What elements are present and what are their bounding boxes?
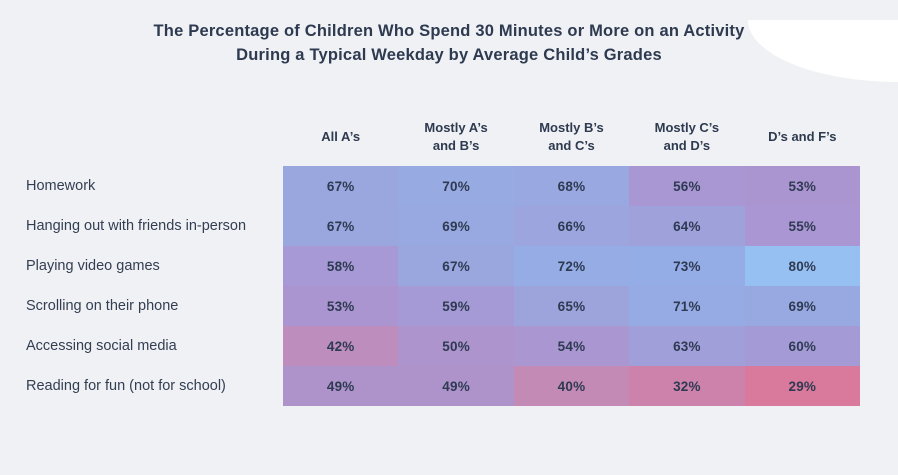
heatmap-cell: 32% xyxy=(629,366,745,406)
column-header: Mostly C’s and D’s xyxy=(654,120,720,153)
column-header: Mostly A’s and B’s xyxy=(424,120,488,153)
heatmap-cell: 49% xyxy=(398,366,514,406)
heatmap-cell: 64% xyxy=(629,206,745,246)
heatmap-cell: 71% xyxy=(629,286,745,326)
heatmap-cell: 54% xyxy=(513,326,630,366)
row-label: Homework xyxy=(26,178,96,194)
heatmap-cell: 60% xyxy=(744,326,860,366)
column-header: All A’s xyxy=(321,129,361,145)
heatmap-cell: 80% xyxy=(744,246,860,286)
heatmap-cell: 70% xyxy=(398,166,514,206)
row-label: Hanging out with friends in-person xyxy=(26,218,247,234)
heatmap-cell: 69% xyxy=(398,206,514,246)
chart-title: The Percentage of Children Who Spend 30 … xyxy=(69,20,829,68)
heatmap-cell: 40% xyxy=(513,366,630,406)
row-label: Scrolling on their phone xyxy=(26,298,179,314)
heatmap-cell: 67% xyxy=(283,206,399,246)
heatmap-cell: 69% xyxy=(744,286,860,326)
row-label: Accessing social media xyxy=(26,338,177,354)
heatmap-grid: All A’s Mostly A’s and B’s Mostly B’s and … xyxy=(20,108,860,406)
heatmap-cell: 29% xyxy=(744,366,860,406)
heatmap-cell: 72% xyxy=(513,246,630,286)
heatmap-cell: 65% xyxy=(513,286,630,326)
heatmap-cell: 53% xyxy=(283,286,399,326)
heatmap-cell: 50% xyxy=(398,326,514,366)
heatmap-cell: 68% xyxy=(513,166,630,206)
heatmap-cell: 42% xyxy=(283,326,399,366)
heatmap-cell: 67% xyxy=(283,166,399,206)
chart-title-line2: During a Typical Weekday by Average Chil… xyxy=(236,45,662,64)
row-label: Playing video games xyxy=(26,258,160,274)
heatmap-cell: 55% xyxy=(744,206,860,246)
chart-title-line1: The Percentage of Children Who Spend 30 … xyxy=(153,22,745,40)
heatmap-cell: 67% xyxy=(398,246,514,286)
row-label: Reading for fun (not for school) xyxy=(26,378,226,394)
heatmap-cell: 73% xyxy=(629,246,745,286)
column-header: Mostly B’s and C’s xyxy=(539,120,604,153)
heatmap-cell: 53% xyxy=(744,166,860,206)
heatmap-cell: 56% xyxy=(629,166,745,206)
table-corner-spacer xyxy=(20,108,283,166)
column-header: D’s and F’s xyxy=(768,129,837,145)
heatmap-cell: 63% xyxy=(629,326,745,366)
heatmap-cell: 58% xyxy=(283,246,399,286)
heatmap-cell: 59% xyxy=(398,286,514,326)
heatmap-cell: 66% xyxy=(513,206,630,246)
heatmap-cell: 49% xyxy=(283,366,399,406)
